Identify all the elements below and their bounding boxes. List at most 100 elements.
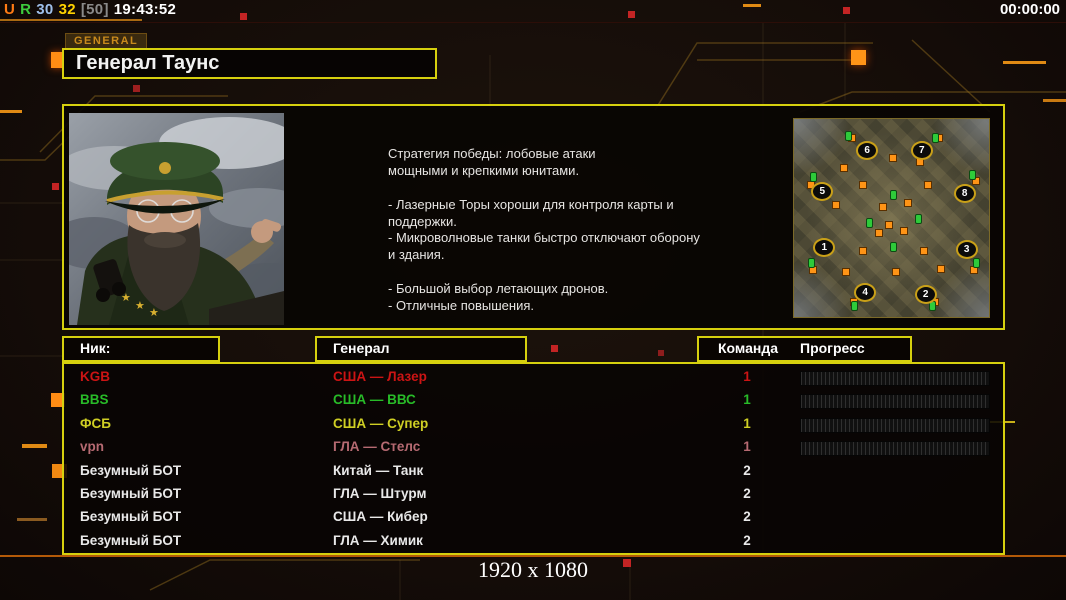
svg-text:★: ★: [121, 292, 131, 304]
player-progress-bar: [800, 394, 990, 410]
minimap-supply-dot: [841, 268, 850, 277]
minimap-tech-dot: [932, 132, 940, 143]
player-nick: Безумный БОТ: [80, 462, 182, 478]
strategy-text: Стратегия победы: лобовые атаки мощными …: [388, 146, 700, 314]
svg-text:★: ★: [135, 300, 145, 312]
player-nick: Безумный БОТ: [80, 532, 182, 548]
minimap-supply-dot: [888, 153, 897, 162]
minimap-supply-dot: [904, 199, 913, 208]
minimap-supply-dot: [874, 228, 883, 237]
match-info-token: 30: [36, 1, 54, 18]
header-nick-label: Ник:: [80, 340, 111, 356]
player-progress-bar: [800, 441, 990, 457]
general-info-panel: ★ ★ ★ Стратегия победы: лобовые атаки мо…: [62, 104, 1005, 330]
player-nick: ФСБ: [80, 415, 111, 431]
deco-square: [52, 183, 59, 190]
player-general: ГЛА — Стелс: [333, 439, 421, 455]
header-team-progress: Команда Прогресс: [697, 336, 912, 362]
player-nick: Безумный БОТ: [80, 485, 182, 501]
minimap-spawn-7: 7: [910, 140, 933, 160]
minimap-spawn-1: 1: [813, 237, 836, 257]
match-info-token: 19:43:52: [113, 1, 177, 18]
header-general-label: Генерал: [333, 340, 390, 356]
minimap-tech-dot: [889, 241, 897, 252]
player-row: Безумный БОТ ГЛА — Химик 2: [64, 530, 1003, 553]
general-portrait: ★ ★ ★: [69, 113, 284, 325]
player-row: Безумный БОТ США — Кибер 2: [64, 506, 1003, 529]
minimap-supply-dot: [808, 266, 817, 275]
minimap-supply-dot: [859, 246, 868, 255]
minimap-tech-dot: [844, 130, 852, 141]
player-general: США — Лазер: [333, 369, 427, 384]
player-team: 2: [743, 509, 751, 525]
minimap-tech-dot: [973, 257, 981, 268]
player-general: США — Кибер: [333, 509, 428, 525]
match-timer: 00:00:00: [999, 1, 1060, 18]
general-tab-label: GENERAL: [65, 33, 148, 51]
player-nick: BBS: [80, 392, 109, 408]
match-info-token: U: [4, 1, 16, 18]
player-general: ГЛА — Химик: [333, 532, 423, 548]
minimap-spawn-5: 5: [811, 182, 834, 202]
player-row: vpn ГЛА — Стелс 1: [64, 436, 1003, 459]
player-team: 1: [743, 392, 751, 408]
header-nick: Ник:: [62, 336, 220, 362]
deco-dash: [1043, 99, 1066, 102]
deco-dash: [1003, 61, 1046, 64]
player-nick: KGB: [80, 369, 110, 384]
deco-dash: [22, 444, 47, 448]
minimap-spawn-8: 8: [953, 184, 976, 204]
match-info-token: R: [20, 1, 32, 18]
svg-text:★: ★: [149, 307, 159, 319]
minimap-tech-dot: [969, 170, 977, 181]
match-info-underline: [0, 19, 142, 21]
bottom-orange-line: [0, 555, 1066, 557]
minimap-tech-dot: [809, 172, 817, 183]
minimap-spawn-2: 2: [914, 285, 937, 305]
match-info: U R 30 32 [50] 19:43:52: [4, 1, 181, 18]
player-team: 1: [743, 369, 751, 384]
top-status-bar: U R 30 32 [50] 19:43:52 00:00:00: [0, 0, 1066, 23]
player-team: 2: [743, 485, 751, 501]
minimap-supply-dot: [884, 220, 893, 229]
minimap-supply-dot: [892, 268, 901, 277]
minimap-tech-dot: [866, 217, 874, 228]
deco-square: [551, 345, 558, 352]
minimap-supply-dot: [923, 181, 932, 190]
header-progress-label: Прогресс: [800, 340, 865, 356]
deco-square: [851, 50, 866, 65]
player-row: KGB США — Лазер 1: [64, 366, 1003, 389]
player-general: США — ВВС: [333, 392, 416, 408]
deco-dash: [0, 110, 22, 113]
minimap-supply-dot: [970, 266, 979, 275]
deco-dash: [17, 518, 47, 521]
player-general: Китай — Танк: [333, 462, 424, 478]
minimap-supply-dot: [878, 203, 887, 212]
player-nick: vpn: [80, 439, 105, 455]
player-progress-bar: [800, 417, 990, 433]
player-team: 1: [743, 439, 751, 455]
minimap-supply-dot: [937, 264, 946, 273]
minimap-tech-dot: [914, 214, 922, 224]
minimap-supply-dot: [919, 246, 928, 255]
player-team: 2: [743, 532, 751, 548]
minimap: 1 2 3 4 5 6 7 8: [793, 118, 990, 318]
minimap-supply-dot: [839, 163, 848, 172]
deco-square: [658, 350, 664, 356]
minimap-supply-dot: [859, 181, 868, 190]
resolution-label: 1920 x 1080: [478, 557, 588, 582]
player-progress-bar: [800, 371, 990, 386]
player-team: 2: [743, 462, 751, 478]
minimap-supply-dot: [972, 177, 981, 186]
general-title-box: Генерал Таунс: [62, 48, 437, 79]
minimap-tech-dot: [889, 190, 897, 201]
players-panel: KGB США — Лазер 1 BBS США — ВВС 1 ФСБ СШ…: [62, 362, 1005, 555]
minimap-spawn-4: 4: [854, 283, 877, 303]
player-row: BBS США — ВВС 1: [64, 389, 1003, 412]
match-info-token: [50]: [80, 1, 109, 18]
minimap-supply-dot: [831, 201, 840, 210]
player-nick: Безумный БОТ: [80, 509, 182, 525]
minimap-spawn-6: 6: [856, 140, 879, 160]
general-name: Генерал Таунс: [76, 52, 220, 74]
